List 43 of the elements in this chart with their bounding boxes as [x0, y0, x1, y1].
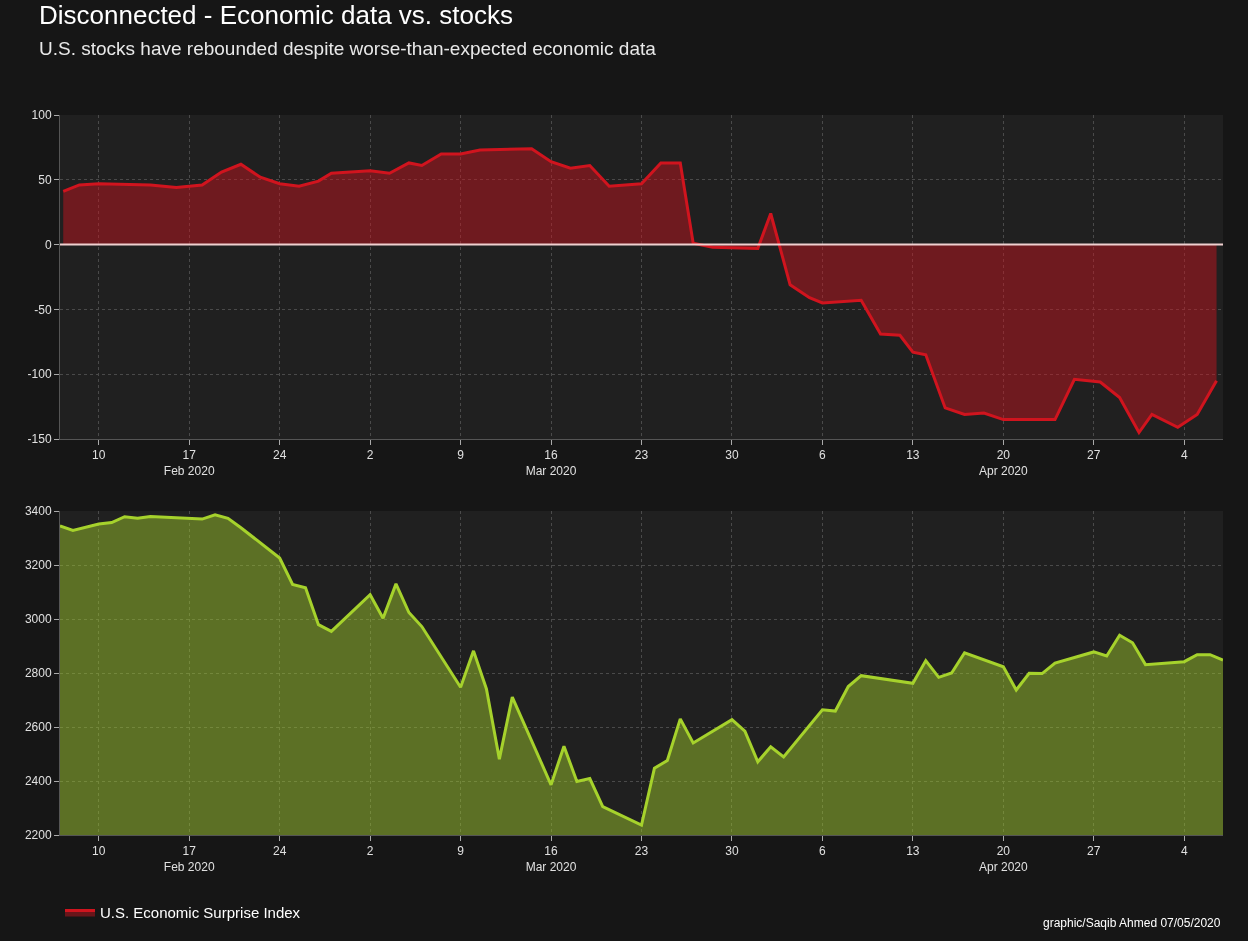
x-tick-label: 20 Apr 2020 — [978, 844, 1028, 874]
x-tick-label: 2 — [366, 448, 374, 463]
x-tick-label: 24 — [273, 448, 287, 463]
x-tick-label: 30 — [725, 448, 739, 463]
y-tick-label: 100 — [31, 108, 52, 123]
y-tick-label: -100 — [27, 367, 52, 382]
x-tick-label: 20 Apr 2020 — [978, 448, 1028, 478]
x-tick-label: 13 — [906, 448, 920, 463]
y-tick-label: -50 — [34, 302, 52, 317]
x-tick-label: 17 Feb 2020 — [163, 448, 215, 478]
x-tick-label: 4 — [1180, 448, 1188, 463]
x-tick-label: 23 — [634, 448, 649, 463]
x-tick-label: 2 — [366, 844, 374, 859]
x-tick-label: 13 — [906, 844, 920, 859]
x-tick-label: 4 — [1180, 844, 1188, 859]
x-tick-label: 16 Mar 2020 — [525, 448, 577, 478]
y-tick-label: 2800 — [24, 666, 52, 681]
y-tick-label: 3000 — [24, 612, 52, 627]
chart-title: Disconnected - Economic data vs. stocks — [39, 0, 513, 30]
x-tick-label: 6 — [819, 448, 827, 463]
legend-label: U.S. Economic Surprise Index — [100, 904, 301, 922]
x-tick-label: 10 — [92, 844, 106, 859]
y-tick-label: 3200 — [24, 558, 52, 573]
y-tick-label: 2600 — [24, 720, 52, 735]
x-tick-label: 10 — [92, 448, 106, 463]
x-tick-label: 16 Mar 2020 — [525, 844, 577, 874]
y-tick-label: 50 — [38, 173, 52, 187]
text: graphic/Saqib Ahmed 07/05/2020 — [1043, 916, 1221, 930]
x-tick-label: 27 — [1087, 448, 1101, 463]
x-tick-label: 6 — [819, 844, 827, 859]
y-tick-label: 0 — [44, 237, 52, 252]
y-tick-label: -150 — [27, 432, 52, 447]
y-tick-label: 3400 — [24, 504, 52, 519]
x-tick-label: 9 — [457, 448, 465, 463]
x-tick-label: 23 — [634, 844, 649, 859]
y-tick-label: 2200 — [24, 828, 52, 843]
y-tick-label: 2400 — [24, 774, 52, 789]
chart-subtitle: U.S. stocks have rebounded despite worse-than-expected economic data — [39, 38, 657, 59]
x-tick-label: 27 — [1087, 844, 1101, 859]
x-tick-label: 9 — [457, 844, 465, 859]
x-tick-label: 30 — [725, 844, 739, 859]
x-tick-label: 17 Feb 2020 — [163, 844, 215, 874]
x-tick-label: 24 — [273, 844, 287, 859]
